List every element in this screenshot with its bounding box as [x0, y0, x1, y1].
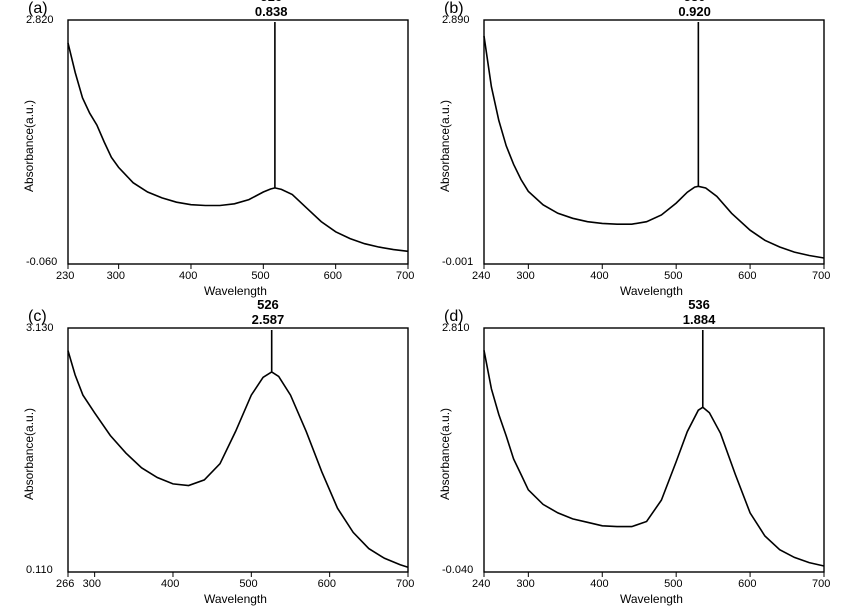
ymax-label: 2.810: [442, 322, 480, 334]
panel-svg-d: [0, 0, 847, 614]
plot-frame: [68, 328, 408, 572]
peak-label-b: 5300.920: [678, 0, 711, 20]
xtick-label: 400: [590, 270, 608, 282]
xtick-label: 700: [812, 270, 830, 282]
xtick-label: 230: [56, 270, 74, 282]
xtick-label: 500: [664, 578, 682, 590]
xlabel: Wavelength: [620, 284, 683, 298]
xtick-label: 400: [179, 270, 197, 282]
spectrum-line: [68, 351, 408, 568]
ymin-label: 0.110: [26, 564, 53, 576]
xtick-label: 500: [664, 270, 682, 282]
ymin-label: -0.040: [442, 564, 473, 576]
panel-svg-a: [0, 0, 847, 614]
plot-frame: [68, 20, 408, 264]
panel-svg-c: [0, 0, 847, 614]
xtick-label: 300: [516, 270, 534, 282]
xtick-label: 400: [161, 578, 179, 590]
peak-label-c: 5262.587: [252, 298, 285, 328]
xlabel: Wavelength: [620, 592, 683, 606]
ylabel: Absorbance(a.u.): [22, 408, 36, 500]
xtick-label: 600: [738, 578, 756, 590]
ymax-label: 3.130: [26, 322, 64, 334]
spectrum-line: [484, 36, 824, 258]
spectrum-line: [484, 350, 824, 566]
xtick-label: 300: [83, 578, 101, 590]
ylabel: Absorbance(a.u.): [438, 408, 452, 500]
xtick-label: 300: [107, 270, 125, 282]
xtick-label: 240: [472, 578, 490, 590]
ymin-label: -0.001: [442, 256, 473, 268]
xlabel: Wavelength: [204, 284, 267, 298]
ymax-label: 2.820: [26, 14, 64, 26]
plot-frame: [484, 328, 824, 572]
ylabel: Absorbance(a.u.): [438, 100, 452, 192]
xtick-label: 600: [318, 578, 336, 590]
xtick-label: 500: [239, 578, 257, 590]
plot-frame: [484, 20, 824, 264]
ymax-label: 2.890: [442, 14, 480, 26]
panel-svg-b: [0, 0, 847, 614]
xlabel: Wavelength: [204, 592, 267, 606]
xtick-label: 700: [396, 270, 414, 282]
xtick-label: 300: [516, 578, 534, 590]
figure-root: (a)5160.8382303004005006007002.820-0.060…: [0, 0, 847, 614]
ymin-label: -0.060: [26, 256, 57, 268]
spectrum-line: [68, 43, 408, 251]
xtick-label: 400: [590, 578, 608, 590]
ylabel: Absorbance(a.u.): [22, 100, 36, 192]
xtick-label: 600: [324, 270, 342, 282]
xtick-label: 240: [472, 270, 490, 282]
xtick-label: 700: [812, 578, 830, 590]
xtick-label: 600: [738, 270, 756, 282]
xtick-label: 266: [56, 578, 74, 590]
xtick-label: 700: [396, 578, 414, 590]
peak-label-a: 5160.838: [255, 0, 288, 20]
peak-label-d: 5361.884: [683, 298, 716, 328]
xtick-label: 500: [251, 270, 269, 282]
